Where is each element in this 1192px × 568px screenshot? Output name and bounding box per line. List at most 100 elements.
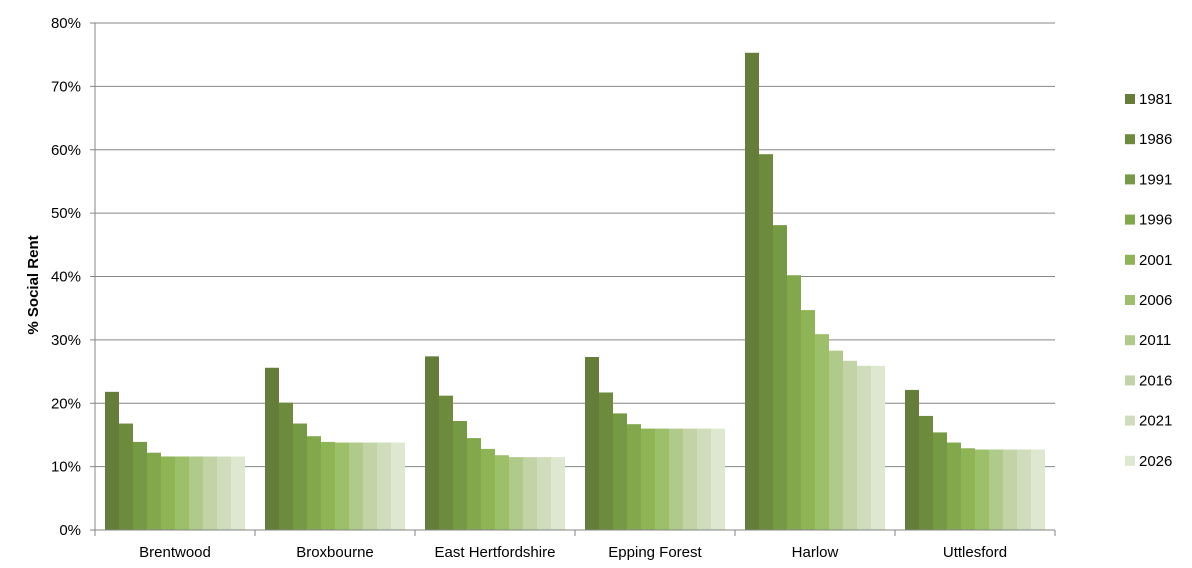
legend-label: 2016 xyxy=(1139,372,1172,389)
bar xyxy=(829,350,843,530)
bar xyxy=(613,413,627,530)
bars xyxy=(105,52,1045,530)
bar xyxy=(599,392,613,530)
x-tick-label: Uttlesford xyxy=(943,544,1007,561)
bar xyxy=(147,452,161,530)
legend-swatch xyxy=(1125,455,1135,466)
bar xyxy=(495,455,509,530)
bar xyxy=(509,457,523,530)
legend-label: 2026 xyxy=(1139,453,1172,470)
bar xyxy=(349,442,363,530)
legend-label: 1986 xyxy=(1139,131,1172,148)
legend-swatch xyxy=(1125,295,1135,305)
legend-swatch xyxy=(1125,254,1135,265)
bar xyxy=(933,432,947,530)
bar xyxy=(773,225,787,530)
bar xyxy=(377,442,391,530)
bar xyxy=(467,438,481,530)
bar xyxy=(787,275,801,530)
bar xyxy=(857,365,871,530)
legend-label: 1981 xyxy=(1139,91,1172,108)
legend-label: 2006 xyxy=(1139,292,1172,309)
bar xyxy=(551,457,565,530)
bar xyxy=(133,441,147,530)
y-tick-label: 30% xyxy=(51,332,81,349)
bar xyxy=(627,424,641,530)
bar xyxy=(265,367,279,530)
legend-swatch xyxy=(1125,94,1135,104)
bar xyxy=(989,449,1003,530)
bar xyxy=(947,442,961,530)
bar xyxy=(189,456,203,530)
axes xyxy=(94,23,1056,536)
bar xyxy=(453,420,467,530)
bar xyxy=(1003,449,1017,530)
x-tick-label: Harlow xyxy=(792,544,839,561)
bar xyxy=(1017,449,1031,530)
bar xyxy=(161,456,175,530)
legend-swatch xyxy=(1125,174,1135,185)
bar xyxy=(363,442,377,530)
x-tick-label: East Hertfordshire xyxy=(435,544,556,561)
bar xyxy=(203,456,217,530)
legend-swatch xyxy=(1125,134,1135,145)
bar xyxy=(669,428,683,530)
gridlines xyxy=(90,22,1055,531)
legend-swatch xyxy=(1125,415,1135,426)
bar xyxy=(105,391,119,530)
y-tick-labels: 0% 10% 20% 30% 40% 50% 60% 70% 80% xyxy=(51,15,81,539)
y-tick-label: 10% xyxy=(51,459,81,476)
bar xyxy=(655,428,669,530)
bar xyxy=(119,423,133,530)
y-tick-label: 70% xyxy=(51,78,81,95)
bar xyxy=(801,310,815,530)
y-tick-label: 50% xyxy=(51,205,81,222)
bar xyxy=(745,52,759,530)
bar xyxy=(683,428,697,530)
bar xyxy=(335,442,349,530)
bar xyxy=(293,423,307,530)
bar xyxy=(871,365,885,530)
y-tick-label: 80% xyxy=(51,15,81,32)
legend-label: 1991 xyxy=(1139,171,1172,188)
legend-label: 2021 xyxy=(1139,413,1172,430)
y-tick-label: 60% xyxy=(51,142,81,159)
bar xyxy=(759,154,773,530)
bar xyxy=(425,356,439,530)
bar xyxy=(1031,449,1045,530)
bar xyxy=(697,428,711,530)
legend-label: 2011 xyxy=(1139,332,1171,349)
bar xyxy=(585,356,599,530)
bar xyxy=(919,415,933,530)
x-tick-labels: Brentwood Broxbourne East Hertfordshire Epp… xyxy=(139,544,1007,561)
bar xyxy=(641,428,655,530)
legend-swatch xyxy=(1125,335,1135,346)
x-tick-label: Broxbourne xyxy=(296,544,374,561)
bar xyxy=(321,441,335,530)
x-tick-label: Brentwood xyxy=(139,544,211,561)
y-tick-label: 20% xyxy=(51,395,81,412)
y-tick-label: 0% xyxy=(59,522,81,539)
bar xyxy=(843,360,857,530)
bar xyxy=(815,334,829,530)
y-axis-label: % Social Rent xyxy=(25,235,42,334)
bar xyxy=(439,395,453,530)
bar xyxy=(975,449,989,530)
legend-label: 1996 xyxy=(1139,212,1172,229)
bar xyxy=(391,442,405,530)
legend-swatch xyxy=(1125,375,1135,386)
bar xyxy=(905,389,919,530)
bar xyxy=(523,457,537,530)
bar xyxy=(481,448,495,530)
bar xyxy=(279,402,293,530)
bar xyxy=(217,456,231,530)
y-tick-label: 40% xyxy=(51,269,81,286)
legend-swatch xyxy=(1125,214,1135,225)
bar xyxy=(307,436,321,530)
bar xyxy=(175,456,189,530)
bar xyxy=(537,457,551,530)
bar xyxy=(961,448,975,530)
x-tick-label: Epping Forest xyxy=(608,544,702,561)
bar xyxy=(231,456,245,530)
